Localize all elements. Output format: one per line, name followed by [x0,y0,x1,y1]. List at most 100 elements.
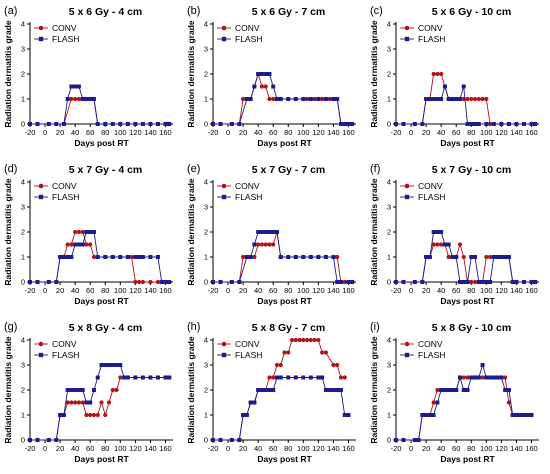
data-point [335,388,340,392]
data-point [499,375,504,380]
x-tick-label: 120 [495,128,508,137]
x-tick-label: -20 [208,286,219,295]
data-point [76,242,81,247]
series-line [213,377,349,441]
legend-label: FLASH [235,350,262,360]
data-point [476,96,481,102]
data-point [338,122,343,126]
data-point [473,255,478,259]
data-point [35,438,40,442]
data-point [118,363,123,367]
data-point [439,242,444,247]
data-point [420,122,425,126]
legend-marker [38,183,44,189]
x-tick-label: 20 [239,128,247,137]
data-point [491,255,496,259]
data-point [267,230,272,234]
data-point [301,97,306,101]
y-tick-label: 0 [204,278,208,287]
series-flash [211,375,351,442]
data-point [84,97,89,101]
data-point [88,242,93,247]
x-tick-label: 100 [114,128,127,137]
x-tick-label: 80 [101,444,109,453]
data-point [338,388,343,392]
data-point [503,375,508,380]
data-point [439,97,444,101]
data-point [73,242,78,247]
data-point [259,230,264,234]
data-point [125,375,130,380]
legend-marker [221,341,227,347]
data-point [301,375,306,380]
data-point [323,388,328,392]
data-point [495,375,500,380]
data-point [271,230,276,234]
x-tick-label: 160 [525,128,538,137]
data-point [461,388,466,392]
data-point [529,122,534,126]
legend-marker [221,194,227,200]
legend-label: CONV [52,23,77,33]
y-tick-label: 4 [387,336,391,345]
data-point [256,388,261,392]
data-point [338,280,343,284]
series-line [30,377,170,441]
data-point [323,255,328,259]
panel-title: 5 x 6 Gy - 4 cm [69,6,143,18]
x-tick-label: 80 [101,286,109,295]
x-tick-label: 40 [437,444,445,453]
data-point [461,84,466,89]
panel-title: 5 x 6 Gy - 10 cm [432,6,511,18]
data-point [331,255,336,259]
data-point [439,71,444,77]
y-tick-label: 4 [21,336,25,345]
x-tick-label: -20 [208,128,219,137]
data-point [286,255,291,259]
y-tick-label: 0 [204,120,208,129]
data-point [424,97,429,101]
data-point [61,413,66,417]
series-conv [393,71,538,127]
data-point [420,280,425,284]
data-point [110,122,115,126]
data-point [476,375,481,380]
data-point [335,254,340,260]
data-point [252,242,257,247]
data-point [133,122,138,126]
data-point [457,280,462,284]
x-tick-label: 80 [284,128,292,137]
y-tick-label: 4 [204,178,208,187]
data-point [320,350,325,355]
data-point [401,122,406,126]
data-point [118,255,123,259]
x-axis-label: Days post RT [440,138,495,148]
data-point [271,242,276,247]
data-point [521,122,526,126]
data-point [88,412,93,418]
x-tick-label: 80 [467,444,475,453]
data-point [252,84,257,89]
data-point [525,413,530,417]
data-point [487,254,493,260]
series-flash [394,84,538,126]
y-tick-label: 3 [204,45,208,54]
data-point [252,254,257,260]
series-conv [393,242,538,285]
data-point [461,280,466,284]
data-point [259,242,265,247]
data-point [346,280,351,284]
data-point [95,412,100,418]
series-line [30,86,170,125]
data-point [518,413,523,417]
x-tick-label: 120 [495,286,508,295]
data-point [457,375,462,380]
legend-marker [221,352,227,358]
data-point [435,387,440,393]
y-axis-label: Radiation dermatitis grade [186,20,196,127]
data-point [99,400,104,405]
series-flash [394,363,534,442]
